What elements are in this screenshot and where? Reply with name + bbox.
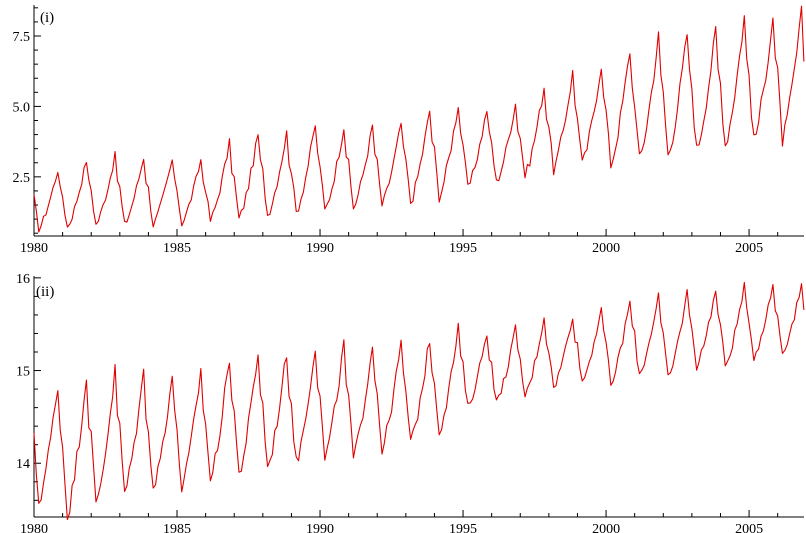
x-tick-label: 1985 [163, 522, 191, 533]
x-tick-label: 2000 [592, 522, 620, 533]
x-tick-label: 1995 [449, 522, 477, 533]
x-tick-label: 1995 [449, 241, 477, 256]
y-tick-label: 2.5 [13, 171, 31, 186]
y-tick-label: 7.5 [13, 30, 31, 45]
panel-ii: (ii) 1980 1985 1990 1995 2000 2005 14 15 16 [16, 272, 805, 533]
x-tick-label: 1980 [20, 522, 48, 533]
y-tick-label: 5.0 [13, 100, 31, 115]
x-tick-label: 2005 [735, 522, 763, 533]
y-tick-label: 15 [16, 365, 30, 380]
x-tick-label: 1990 [306, 522, 334, 533]
panel-ii-label: (ii) [36, 284, 54, 300]
x-tick-label: 2000 [592, 241, 620, 256]
y-tick-label: 14 [16, 457, 30, 472]
x-tick-label: 1985 [163, 241, 191, 256]
series-line [33, 5, 805, 233]
x-tick-label: 2005 [735, 241, 763, 256]
x-tick-label: 1980 [20, 241, 48, 256]
x-tick-label: 1990 [306, 241, 334, 256]
panel-i: (i) 1980 1985 1990 1995 2000 2005 2.5 5.0 7.5 [13, 5, 805, 256]
panel-i-label: (i) [40, 10, 54, 26]
series-line [33, 281, 805, 521]
y-tick-label: 16 [16, 272, 30, 287]
